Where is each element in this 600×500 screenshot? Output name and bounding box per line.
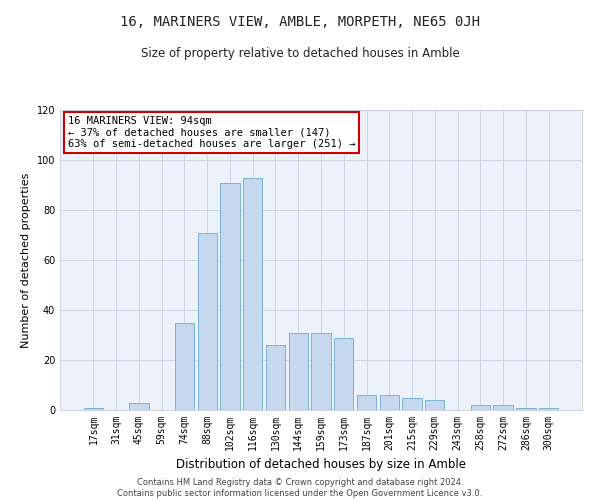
Bar <box>197 232 217 410</box>
Bar <box>129 402 149 410</box>
Bar <box>175 322 194 410</box>
Bar <box>493 405 513 410</box>
Bar <box>220 182 239 410</box>
Bar <box>311 332 331 410</box>
Bar <box>334 338 353 410</box>
X-axis label: Distribution of detached houses by size in Amble: Distribution of detached houses by size … <box>176 458 466 471</box>
Text: Contains HM Land Registry data © Crown copyright and database right 2024.
Contai: Contains HM Land Registry data © Crown c… <box>118 478 482 498</box>
Bar <box>425 400 445 410</box>
Bar <box>380 395 399 410</box>
Bar <box>516 408 536 410</box>
Bar <box>403 398 422 410</box>
Bar <box>243 178 262 410</box>
Bar <box>470 405 490 410</box>
Y-axis label: Number of detached properties: Number of detached properties <box>21 172 31 348</box>
Text: Size of property relative to detached houses in Amble: Size of property relative to detached ho… <box>140 48 460 60</box>
Bar <box>84 408 103 410</box>
Bar <box>357 395 376 410</box>
Text: 16, MARINERS VIEW, AMBLE, MORPETH, NE65 0JH: 16, MARINERS VIEW, AMBLE, MORPETH, NE65 … <box>120 15 480 29</box>
Bar <box>539 408 558 410</box>
Text: 16 MARINERS VIEW: 94sqm
← 37% of detached houses are smaller (147)
63% of semi-d: 16 MARINERS VIEW: 94sqm ← 37% of detache… <box>68 116 355 149</box>
Bar <box>289 332 308 410</box>
Bar <box>266 345 285 410</box>
